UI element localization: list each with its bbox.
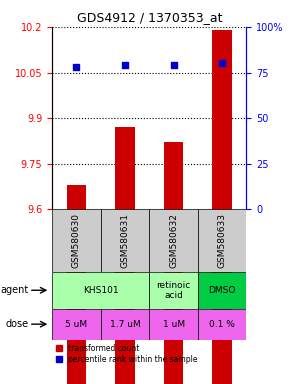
Text: 1 uM: 1 uM <box>163 319 185 329</box>
FancyBboxPatch shape <box>149 272 198 308</box>
FancyBboxPatch shape <box>198 308 246 340</box>
Text: GSM580632: GSM580632 <box>169 213 178 268</box>
Bar <box>67 185 86 384</box>
FancyBboxPatch shape <box>149 308 198 340</box>
Point <box>123 62 127 68</box>
FancyBboxPatch shape <box>101 209 149 272</box>
FancyBboxPatch shape <box>149 209 198 272</box>
Bar <box>164 142 183 384</box>
Text: GSM580631: GSM580631 <box>121 213 130 268</box>
FancyBboxPatch shape <box>198 272 246 308</box>
Text: 5 uM: 5 uM <box>66 319 88 329</box>
Text: 0.1 %: 0.1 % <box>209 319 235 329</box>
Bar <box>213 30 232 384</box>
Text: GSM580630: GSM580630 <box>72 213 81 268</box>
Point <box>74 64 79 70</box>
Text: GSM580633: GSM580633 <box>218 213 227 268</box>
Text: DMSO: DMSO <box>209 286 236 295</box>
FancyBboxPatch shape <box>52 272 149 308</box>
Legend: transformed count, percentile rank within the sample: transformed count, percentile rank withi… <box>56 344 198 364</box>
Text: KHS101: KHS101 <box>83 286 119 295</box>
Point <box>171 62 176 68</box>
Text: agent: agent <box>1 285 29 295</box>
FancyBboxPatch shape <box>101 308 149 340</box>
FancyBboxPatch shape <box>52 308 101 340</box>
FancyBboxPatch shape <box>198 209 246 272</box>
Text: dose: dose <box>6 319 29 329</box>
Bar <box>115 127 135 384</box>
Text: 1.7 uM: 1.7 uM <box>110 319 140 329</box>
FancyBboxPatch shape <box>52 209 101 272</box>
Title: GDS4912 / 1370353_at: GDS4912 / 1370353_at <box>77 11 222 24</box>
Point <box>220 60 224 66</box>
Text: retinoic
acid: retinoic acid <box>157 281 191 300</box>
